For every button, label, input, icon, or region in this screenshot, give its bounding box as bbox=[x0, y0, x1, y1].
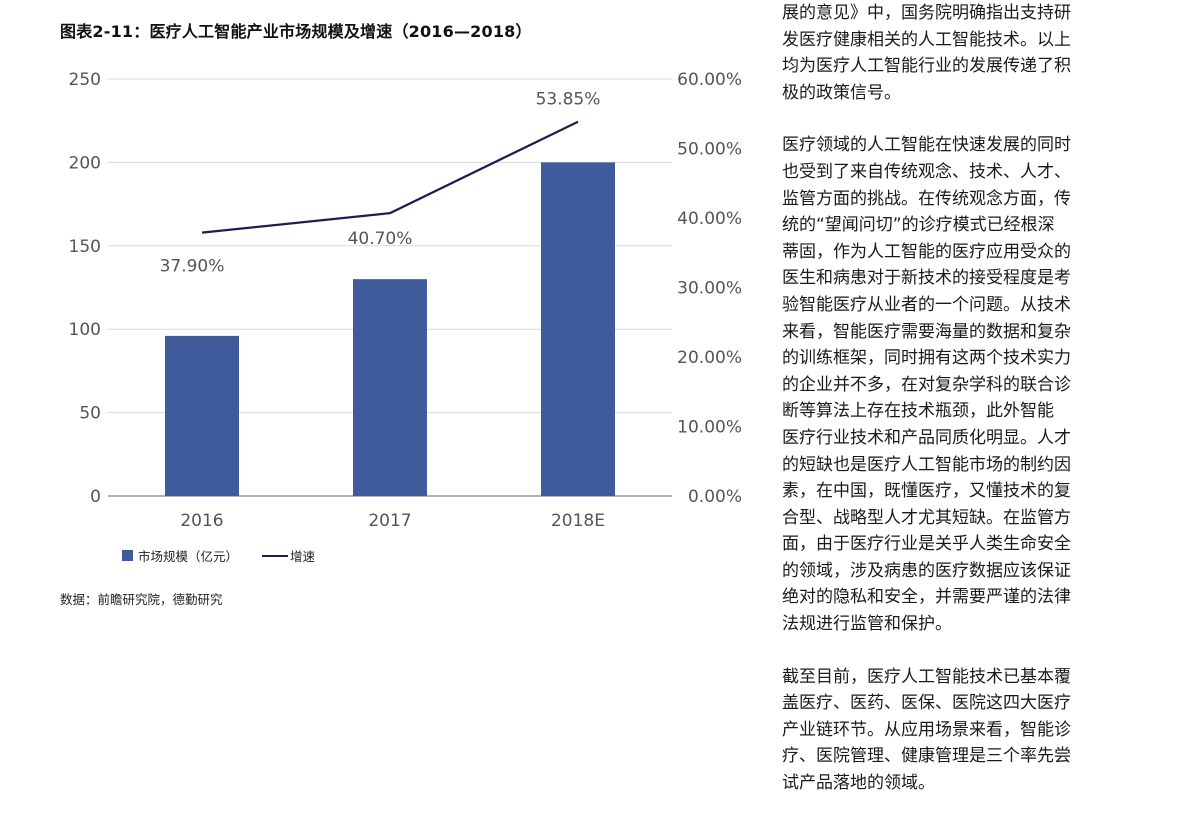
body-text-line: 蒂固，作为人工智能的医疗应用受众的 bbox=[782, 241, 1071, 262]
y-left-tick-label: 150 bbox=[69, 237, 101, 257]
body-text-line: 产业链环节。从应用场景来看，智能诊 bbox=[782, 719, 1071, 740]
y-right-tick-label: 30.00% bbox=[677, 279, 742, 299]
body-text-line: 截至目前，医疗人工智能技术已基本覆 bbox=[782, 666, 1071, 687]
body-text-line: 的训练框架，同时拥有这两个技术实力 bbox=[782, 348, 1071, 369]
body-text-line: 发医疗健康相关的人工智能技术。以上 bbox=[782, 29, 1071, 50]
body-text-line: 的短缺也是医疗人工智能市场的制约因 bbox=[782, 454, 1071, 475]
body-text-line: 面，由于医疗行业是关乎人类生命安全 bbox=[782, 534, 1071, 555]
body-text-line: 断等算法上存在技术瓶颈，此外智能 bbox=[782, 401, 1054, 422]
data-label: 53.85% bbox=[536, 90, 601, 110]
body-text-line: 统的“望闻问切”的诊疗模式已经根深 bbox=[782, 215, 1055, 236]
body-text-line: 验智能医疗从业者的一个问题。从技术 bbox=[782, 294, 1071, 315]
legend-line-label: 增速 bbox=[290, 549, 316, 564]
data-label: 37.90% bbox=[160, 257, 225, 277]
x-tick-label: 2018E bbox=[551, 511, 605, 531]
body-text-line: 医生和病患对于新技术的接受程度是考 bbox=[782, 268, 1071, 289]
y-right-tick-label: 50.00% bbox=[677, 140, 742, 160]
bar bbox=[165, 335, 239, 496]
y-left-tick-label: 0 bbox=[90, 487, 101, 507]
body-text-line: 展的意见》中，国务院明确指出支持研 bbox=[782, 3, 1071, 23]
y-right-tick-label: 0.00% bbox=[688, 487, 742, 507]
y-left-tick-label: 250 bbox=[69, 70, 101, 90]
body-text-line: 盖医疗、医药、医保、医院这四大医疗 bbox=[782, 693, 1071, 714]
body-text-line: 极的政策信号。 bbox=[782, 82, 901, 103]
body-text-line: 试产品落地的领域。 bbox=[782, 773, 935, 794]
growth-line bbox=[201, 120, 579, 234]
y-right-tick-label: 60.00% bbox=[677, 70, 742, 90]
x-tick-label: 2017 bbox=[368, 511, 411, 531]
body-text-line: 医疗领域的人工智能在快速发展的同时 bbox=[782, 135, 1071, 156]
body-text-line: 医疗行业技术和产品同质化明显。人才 bbox=[782, 427, 1071, 448]
x-tick-label: 2016 bbox=[180, 511, 223, 531]
body-text-column: 展的意见》中，国务院明确指出支持研 发医疗健康相关的人工智能技术。以上 均为医疗人工… bbox=[782, 0, 1122, 797]
y-left-tick-label: 200 bbox=[69, 153, 101, 173]
body-text-line: 均为医疗人工智能行业的发展传递了积 bbox=[782, 56, 1071, 77]
body-text-line: 疗、医院管理、健康管理是三个率先尝 bbox=[782, 746, 1071, 767]
body-text-line: 素，在中国，既懂医疗，又懂技术的复 bbox=[782, 481, 1071, 502]
body-text-line: 也受到了来自传统观念、技术、人才、 bbox=[782, 161, 1071, 182]
legend-bar-label: 市场规模（亿元） bbox=[138, 549, 239, 564]
body-text-line: 法规进行监管和保护。 bbox=[782, 614, 952, 635]
chart-legend: 市场规模（亿元） 增速 bbox=[122, 546, 315, 565]
legend-bar-swatch bbox=[122, 550, 133, 561]
data-label: 40.70% bbox=[348, 229, 413, 249]
bar bbox=[541, 162, 615, 496]
body-text-line: 绝对的隐私和安全，并需要严谨的法律 bbox=[782, 587, 1071, 608]
source-note: 数据：前瞻研究院，德勤研究 bbox=[60, 592, 223, 607]
body-text-line: 来看，智能医疗需要海量的数据和复杂 bbox=[782, 321, 1071, 342]
body-text-line: 监管方面的挑战。在传统观念方面，传 bbox=[782, 188, 1071, 209]
chart-title: 图表2-11：医疗人工智能产业市场规模及增速（2016—2018） bbox=[60, 22, 532, 41]
body-text-line: 的企业并不多，在对复杂学科的联合诊 bbox=[782, 374, 1071, 395]
legend-line-swatch bbox=[262, 554, 289, 557]
y-left-tick-label: 100 bbox=[69, 320, 101, 340]
y-right-tick-label: 10.00% bbox=[677, 418, 742, 438]
y-left-tick-label: 50 bbox=[79, 404, 101, 424]
bar bbox=[353, 279, 427, 496]
body-text-line: 的领域，涉及病患的医疗数据应该保证 bbox=[782, 560, 1071, 581]
combo-chart: 0 50 100 150 200 250 0.00% 10.00% 20.00% 30.00% 40… bbox=[69, 70, 742, 531]
y-right-tick-label: 20.00% bbox=[677, 348, 742, 368]
body-text-line: 合型、战略型人才尤其短缺。在监管方 bbox=[782, 507, 1071, 528]
y-right-tick-label: 40.00% bbox=[677, 209, 742, 229]
